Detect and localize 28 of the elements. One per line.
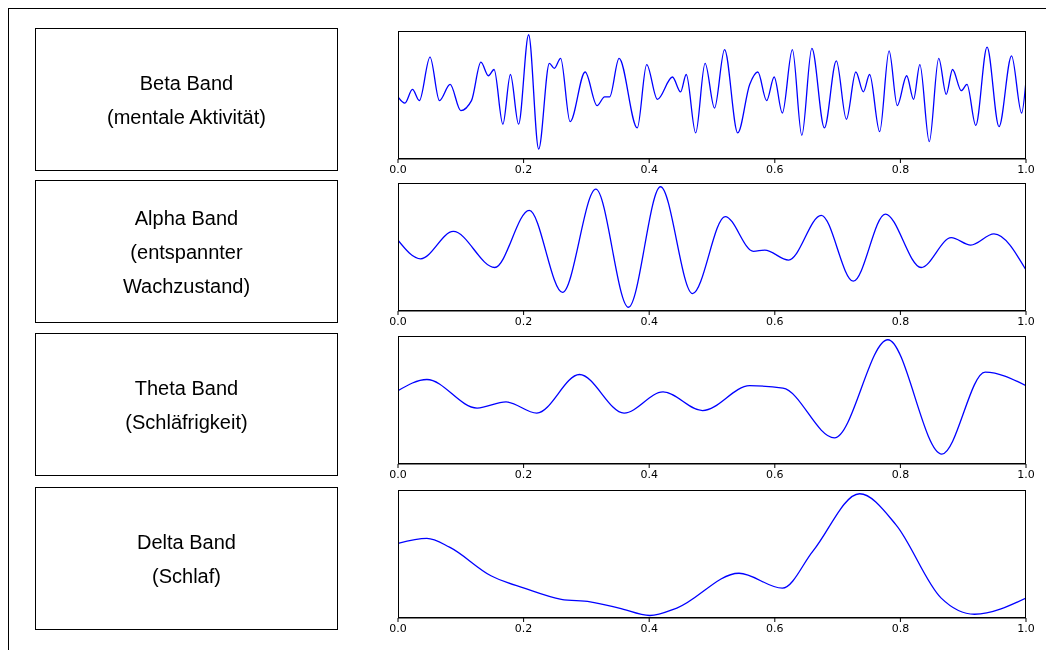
x-tick-label: 0.8: [891, 621, 910, 635]
x-tick-label: 0.2: [514, 467, 533, 481]
x-tick-label: 0.4: [640, 621, 658, 635]
x-tick-label: 0.4: [640, 162, 658, 176]
x-tick-label: 0.0: [389, 621, 407, 635]
x-tick-label: 0.8: [891, 162, 910, 176]
x-tick-label: 0.6: [766, 162, 784, 176]
x-tick-label: 1.0: [1017, 621, 1035, 635]
x-tick-label: 1.0: [1017, 162, 1035, 176]
x-tick-label: 0.8: [891, 467, 910, 481]
x-tick-label: 0.2: [514, 314, 533, 328]
x-tick-label: 0.4: [640, 467, 658, 481]
label-box: Delta Band (Schlaf): [35, 487, 338, 630]
label-box: Theta Band (Schläfrigkeit): [35, 333, 338, 476]
x-tick-label: 1.0: [1017, 314, 1035, 328]
x-tick-label: 0.4: [640, 314, 658, 328]
label-box: Alpha Band (entspannter Wachzustand): [35, 180, 338, 323]
x-tick-label: 0.0: [389, 162, 407, 176]
x-tick-label: 1.0: [1017, 467, 1035, 481]
x-tick-label: 0.8: [891, 314, 910, 328]
x-tick-label: 0.0: [389, 314, 407, 328]
x-tick-label: 0.6: [766, 314, 784, 328]
x-tick-label: 0.2: [514, 621, 533, 635]
x-tick-label: 0.6: [766, 467, 784, 481]
x-tick-label: 0.0: [389, 467, 407, 481]
label-box: Beta Band (mentale Aktivität): [35, 28, 338, 171]
x-tick-label: 0.6: [766, 621, 784, 635]
x-tick-label: 0.2: [514, 162, 533, 176]
